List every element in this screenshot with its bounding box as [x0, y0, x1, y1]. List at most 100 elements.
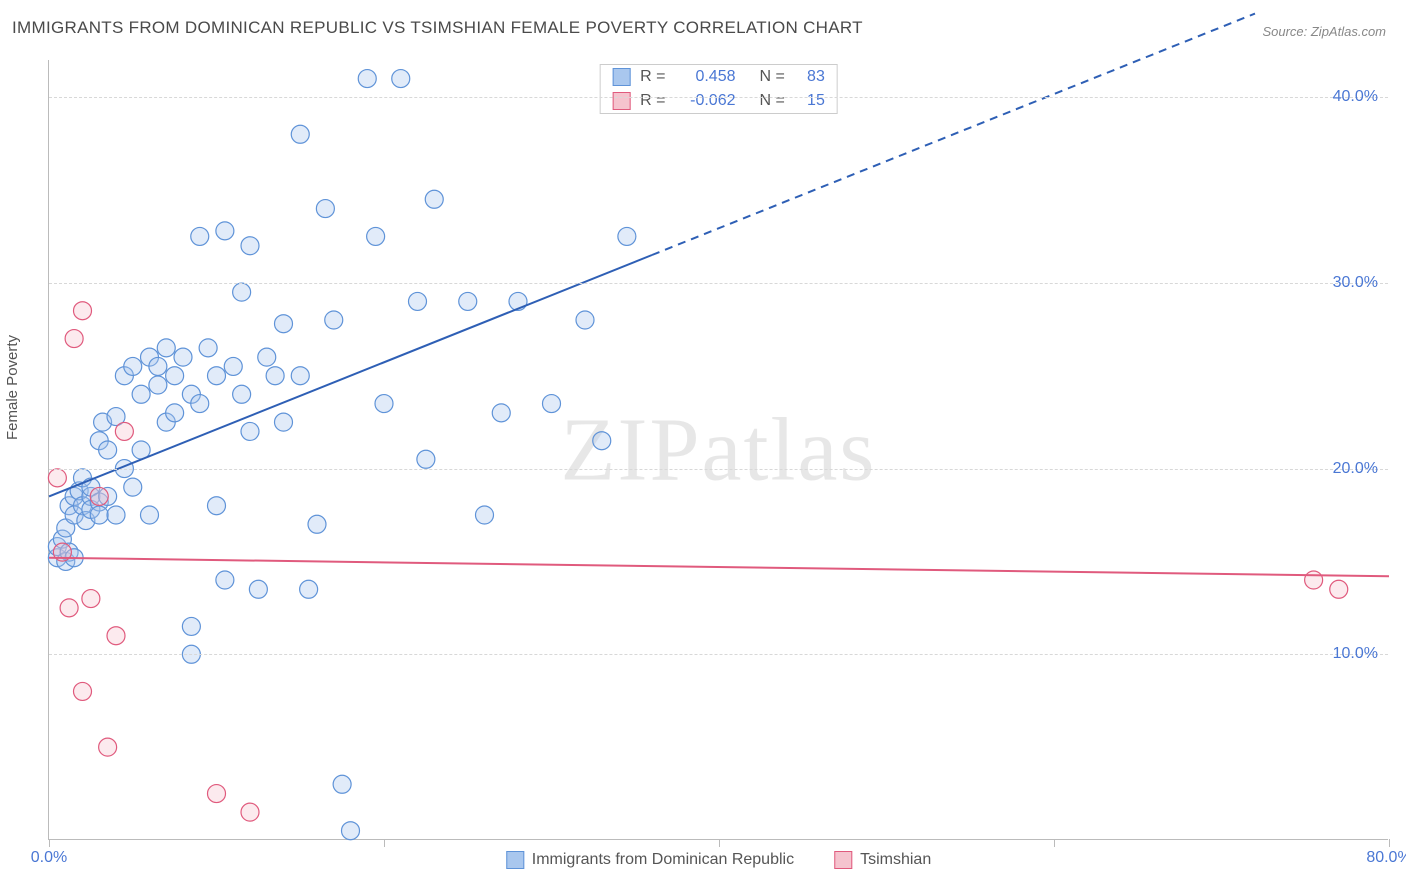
- data-point: [1330, 580, 1348, 598]
- data-point: [325, 311, 343, 329]
- data-point: [216, 222, 234, 240]
- gridline: [49, 283, 1388, 284]
- trend-line: [49, 558, 1389, 577]
- data-point: [107, 506, 125, 524]
- y-axis-label: Female Poverty: [4, 335, 21, 440]
- data-point: [124, 478, 142, 496]
- data-point: [249, 580, 267, 598]
- data-point: [65, 330, 83, 348]
- data-point: [199, 339, 217, 357]
- legend-series-label: Tsimshian: [860, 851, 931, 869]
- x-tick-label: 80.0%: [1366, 849, 1406, 867]
- legend-swatch: [612, 68, 630, 86]
- data-point: [208, 785, 226, 803]
- legend-stat-row: R = 0.458 N = 83: [600, 65, 837, 89]
- data-point: [157, 339, 175, 357]
- data-point: [258, 348, 276, 366]
- x-tick: [719, 839, 720, 847]
- legend-r-value: 0.458: [676, 68, 736, 86]
- data-point: [132, 385, 150, 403]
- x-tick: [384, 839, 385, 847]
- data-point: [115, 422, 133, 440]
- data-point: [208, 497, 226, 515]
- trend-line-dashed: [652, 14, 1255, 255]
- x-tick: [1389, 839, 1390, 847]
- y-tick-label: 30.0%: [1333, 274, 1378, 292]
- data-point: [82, 590, 100, 608]
- data-point: [375, 395, 393, 413]
- data-point: [174, 348, 192, 366]
- data-point: [191, 227, 209, 245]
- x-tick-label: 0.0%: [31, 849, 67, 867]
- data-point: [149, 376, 167, 394]
- data-point: [74, 682, 92, 700]
- data-point: [291, 125, 309, 143]
- legend-series-item: Immigrants from Dominican Republic: [506, 851, 794, 869]
- gridline: [49, 97, 1388, 98]
- data-point: [60, 599, 78, 617]
- data-point: [417, 450, 435, 468]
- legend-n-label: N =: [760, 68, 785, 86]
- legend-swatch: [506, 851, 524, 869]
- data-point: [208, 367, 226, 385]
- legend-n-value: 83: [795, 68, 825, 86]
- data-point: [316, 200, 334, 218]
- legend-stats: R = 0.458 N = 83 R =-0.062N =15: [599, 64, 838, 114]
- scatter-svg: [49, 60, 1389, 840]
- data-point: [1305, 571, 1323, 589]
- data-point: [241, 237, 259, 255]
- legend-r-label: R =: [640, 68, 665, 86]
- data-point: [333, 775, 351, 793]
- x-tick: [49, 839, 50, 847]
- data-point: [182, 617, 200, 635]
- data-point: [425, 190, 443, 208]
- data-point: [543, 395, 561, 413]
- data-point: [141, 506, 159, 524]
- data-point: [124, 357, 142, 375]
- legend-r-label: R =: [640, 92, 665, 110]
- data-point: [459, 292, 477, 310]
- y-tick-label: 10.0%: [1333, 645, 1378, 663]
- data-point: [593, 432, 611, 450]
- data-point: [358, 70, 376, 88]
- data-point: [392, 70, 410, 88]
- legend-swatch: [834, 851, 852, 869]
- data-point: [90, 506, 108, 524]
- data-point: [308, 515, 326, 533]
- data-point: [166, 367, 184, 385]
- data-point: [409, 292, 427, 310]
- source-label: Source: ZipAtlas.com: [1262, 24, 1386, 39]
- data-point: [166, 404, 184, 422]
- data-point: [266, 367, 284, 385]
- legend-series-item: Tsimshian: [834, 851, 931, 869]
- data-point: [275, 413, 293, 431]
- gridline: [49, 469, 1388, 470]
- data-point: [99, 441, 117, 459]
- data-point: [48, 469, 66, 487]
- legend-series: Immigrants from Dominican Republic Tsimsh…: [506, 851, 931, 869]
- chart-plot-area: ZIPatlas R =0.458N =83R =-0.062N =15 Imm…: [48, 60, 1388, 840]
- data-point: [342, 822, 360, 840]
- data-point: [300, 580, 318, 598]
- data-point: [492, 404, 510, 422]
- data-point: [99, 738, 117, 756]
- data-point: [107, 627, 125, 645]
- x-tick: [1054, 839, 1055, 847]
- chart-title: IMMIGRANTS FROM DOMINICAN REPUBLIC VS TS…: [12, 18, 863, 38]
- legend-stat-row: R =-0.062N =15: [600, 89, 837, 113]
- gridline: [49, 654, 1388, 655]
- data-point: [618, 227, 636, 245]
- trend-line: [49, 255, 652, 496]
- legend-swatch: [612, 92, 630, 110]
- data-point: [476, 506, 494, 524]
- data-point: [576, 311, 594, 329]
- legend-n-label: N =: [760, 92, 785, 110]
- y-tick-label: 40.0%: [1333, 88, 1378, 106]
- data-point: [191, 395, 209, 413]
- y-tick-label: 20.0%: [1333, 460, 1378, 478]
- data-point: [275, 315, 293, 333]
- data-point: [90, 487, 108, 505]
- legend-series-label: Immigrants from Dominican Republic: [532, 851, 794, 869]
- data-point: [241, 422, 259, 440]
- data-point: [233, 385, 251, 403]
